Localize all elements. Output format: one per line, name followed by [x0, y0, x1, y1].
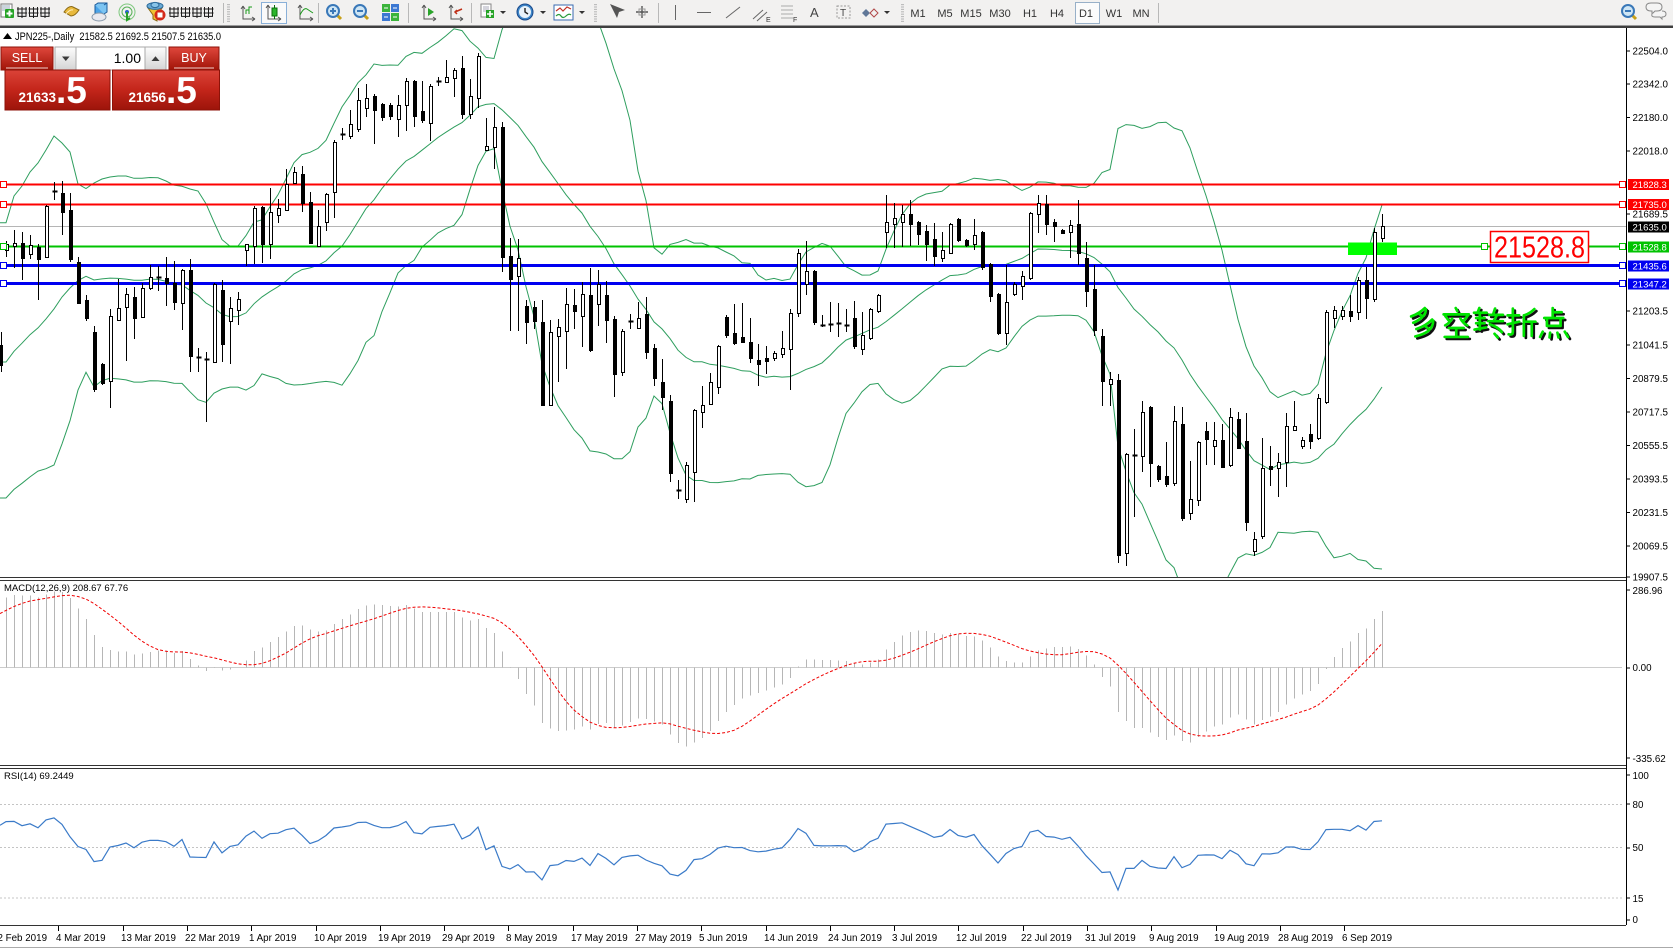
svg-text:19 Apr 2019: 19 Apr 2019	[378, 933, 431, 944]
svg-text:0: 0	[1633, 915, 1639, 926]
svg-text:20393.5: 20393.5	[1633, 475, 1669, 486]
svg-text:1.00: 1.00	[114, 50, 141, 66]
svg-text:D1: D1	[1079, 8, 1093, 20]
svg-text:17 May 2019: 17 May 2019	[571, 933, 628, 944]
svg-text:19 Aug 2019: 19 Aug 2019	[1214, 933, 1269, 944]
svg-text:12 Jul 2019: 12 Jul 2019	[956, 933, 1007, 944]
svg-text:13 Mar 2019: 13 Mar 2019	[121, 933, 176, 944]
svg-text:20555.5: 20555.5	[1633, 441, 1669, 452]
svg-text:15: 15	[1633, 894, 1644, 905]
svg-text:80: 80	[1633, 800, 1644, 811]
svg-text:H4: H4	[1050, 8, 1064, 20]
svg-text:286.96: 286.96	[1633, 586, 1664, 597]
svg-text:22504.0: 22504.0	[1633, 47, 1669, 58]
svg-text:M30: M30	[989, 8, 1010, 20]
svg-text:22180.0: 22180.0	[1633, 113, 1669, 124]
svg-text:19907.5: 19907.5	[1633, 573, 1669, 584]
svg-text:21528.8: 21528.8	[1494, 230, 1585, 265]
svg-text:22 Mar 2019: 22 Mar 2019	[185, 933, 240, 944]
svg-text:20879.5: 20879.5	[1633, 374, 1669, 385]
svg-text:21203.5: 21203.5	[1633, 307, 1669, 318]
svg-text:H1: H1	[1023, 8, 1037, 20]
svg-text:3 Jul 2019: 3 Jul 2019	[892, 933, 937, 944]
svg-text:50: 50	[1633, 843, 1644, 854]
svg-text:8 May 2019: 8 May 2019	[506, 933, 557, 944]
svg-text:5 Jun 2019: 5 Jun 2019	[699, 933, 747, 944]
svg-text:.5: .5	[166, 70, 197, 111]
svg-text:JPN225-,Daily 21582.5 21692.5: JPN225-,Daily 21582.5 21692.5 21507.5 21…	[15, 31, 221, 43]
svg-text:14 Jun 2019: 14 Jun 2019	[764, 933, 818, 944]
svg-text:M1: M1	[910, 8, 925, 20]
svg-text:MN: MN	[1132, 8, 1149, 20]
svg-text:22 Jul 2019: 22 Jul 2019	[1021, 933, 1072, 944]
svg-text:.5: .5	[56, 70, 87, 111]
svg-text:MACD(12,26,9) 208.67 67.76: MACD(12,26,9) 208.67 67.76	[4, 583, 128, 594]
svg-text:21528.8: 21528.8	[1633, 243, 1667, 254]
svg-text:28 Aug 2019: 28 Aug 2019	[1278, 933, 1333, 944]
svg-text:21635.0: 21635.0	[1633, 223, 1667, 234]
svg-text:4 Mar 2019: 4 Mar 2019	[56, 933, 106, 944]
svg-text:22 Feb 2019: 22 Feb 2019	[0, 933, 47, 944]
svg-text:M15: M15	[960, 8, 981, 20]
svg-text:-335.62: -335.62	[1633, 754, 1666, 765]
svg-text:31 Jul 2019: 31 Jul 2019	[1085, 933, 1136, 944]
svg-text:F: F	[793, 17, 797, 24]
svg-text:21633: 21633	[18, 90, 56, 105]
svg-text:21347.2: 21347.2	[1633, 280, 1667, 291]
svg-text:22018.0: 22018.0	[1633, 147, 1669, 158]
svg-text:20231.5: 20231.5	[1633, 508, 1669, 519]
svg-text:SELL: SELL	[12, 51, 43, 65]
svg-text:22342.0: 22342.0	[1633, 80, 1669, 91]
svg-text:0.00: 0.00	[1633, 663, 1653, 674]
svg-text:27 May 2019: 27 May 2019	[635, 933, 692, 944]
svg-text:BUY: BUY	[181, 51, 207, 65]
svg-text:A: A	[810, 5, 819, 20]
svg-text:100: 100	[1633, 771, 1650, 782]
svg-text:RSI(14) 69.2449: RSI(14) 69.2449	[4, 771, 74, 782]
svg-text:M5: M5	[937, 8, 952, 20]
svg-text:21828.3: 21828.3	[1633, 180, 1667, 191]
svg-text:1 Apr 2019: 1 Apr 2019	[249, 933, 296, 944]
svg-text:9 Aug 2019: 9 Aug 2019	[1149, 933, 1199, 944]
svg-text:21735.0: 21735.0	[1633, 200, 1667, 211]
svg-text:6 Sep 2019: 6 Sep 2019	[1342, 933, 1392, 944]
svg-text:29 Apr 2019: 29 Apr 2019	[442, 933, 495, 944]
svg-text:T: T	[840, 8, 846, 19]
svg-text:20069.5: 20069.5	[1633, 542, 1669, 553]
svg-text:10 Apr 2019: 10 Apr 2019	[314, 933, 367, 944]
svg-text:21435.6: 21435.6	[1633, 262, 1667, 273]
svg-text:24 Jun 2019: 24 Jun 2019	[828, 933, 882, 944]
svg-text:21689.5: 21689.5	[1633, 210, 1669, 221]
svg-text:E: E	[766, 17, 771, 24]
svg-text:21656: 21656	[128, 90, 166, 105]
svg-text:21041.5: 21041.5	[1633, 341, 1669, 352]
svg-text:20717.5: 20717.5	[1633, 408, 1669, 419]
svg-text:W1: W1	[1106, 8, 1123, 20]
